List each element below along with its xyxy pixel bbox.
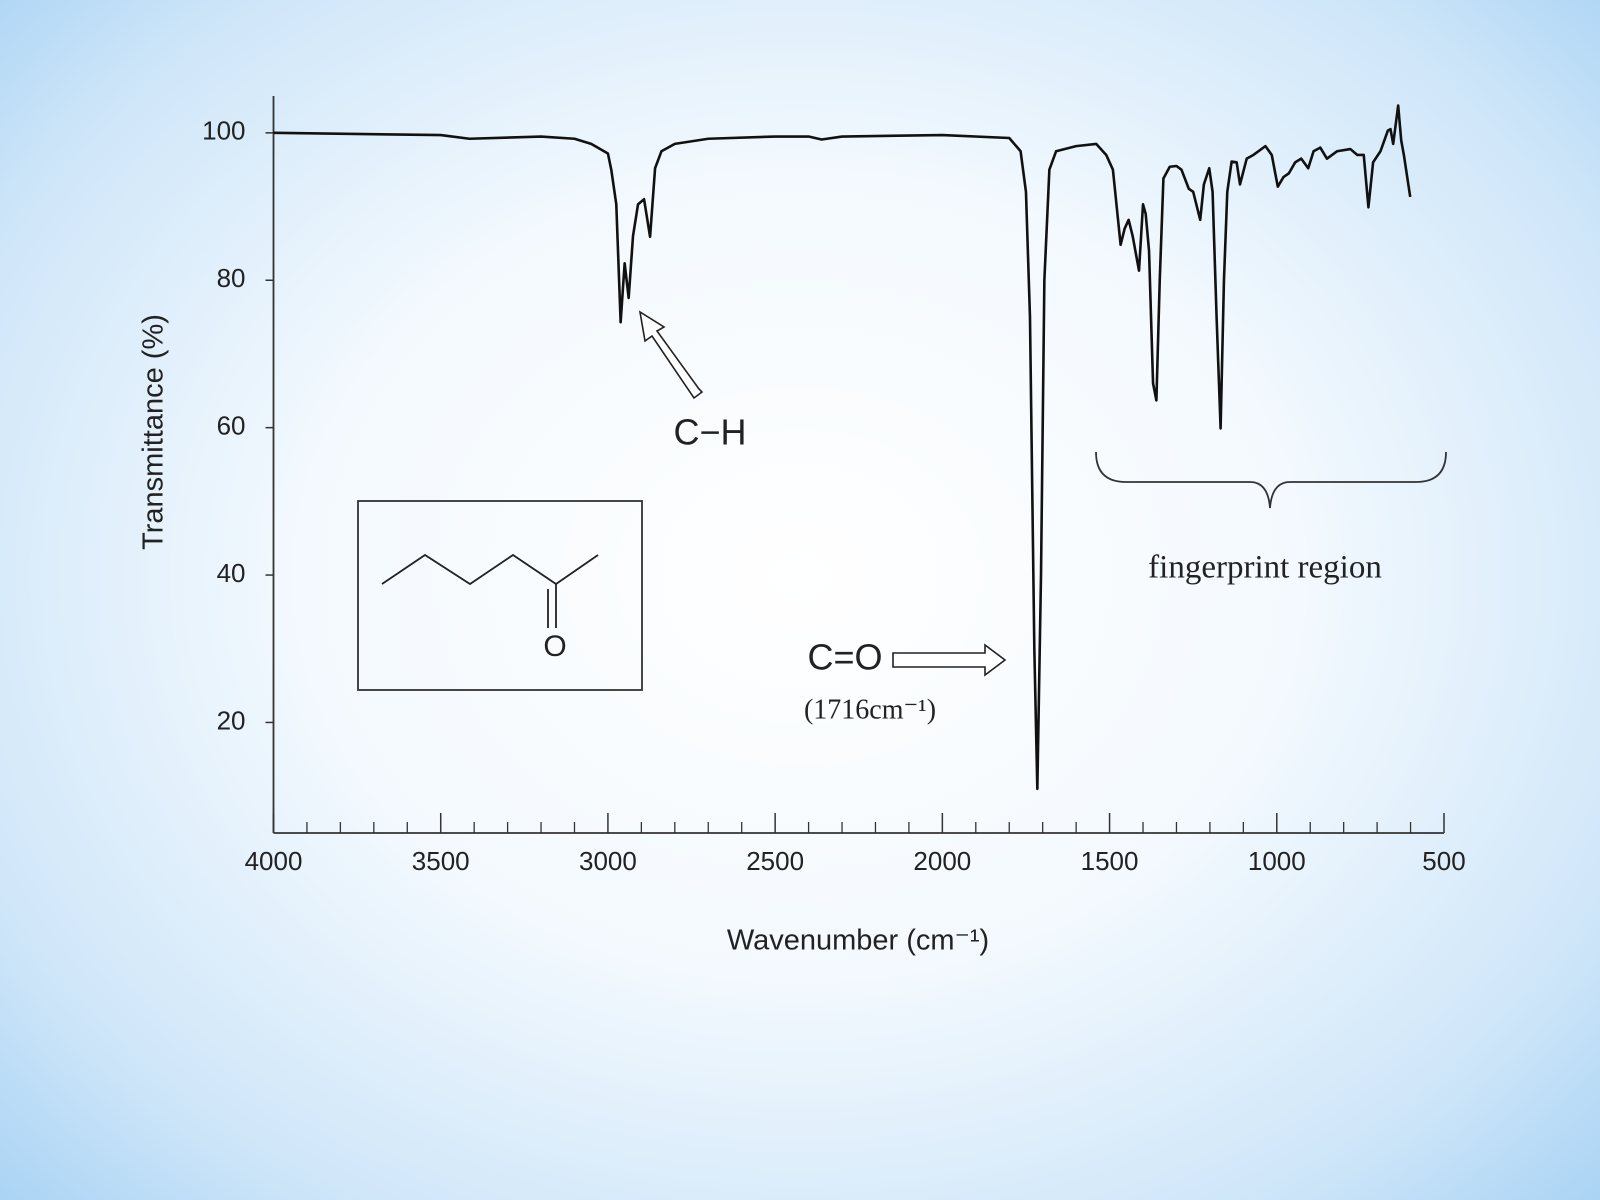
annotation: C=O: [807, 637, 882, 678]
y-tick-label: 60: [217, 411, 246, 441]
x-tick-label: 3500: [412, 846, 470, 876]
ch-arrow: [638, 310, 704, 400]
x-tick-label: 2000: [913, 846, 971, 876]
y-tick-label: 80: [217, 263, 246, 293]
x-tick-label: 1000: [1248, 846, 1306, 876]
co-arrow: [892, 643, 1007, 677]
x-tick-label: 1500: [1081, 846, 1139, 876]
x-tick-label: 3000: [579, 846, 637, 876]
structure-box: [357, 500, 643, 691]
y-tick-label: 100: [202, 116, 245, 146]
y-tick-label: 40: [217, 558, 246, 588]
annotation: fingerprint region: [1148, 550, 1382, 586]
x-axis-label: Wavenumber (cm⁻¹): [727, 925, 989, 957]
annotation: (1716cm⁻¹): [804, 694, 936, 725]
y-axis-label: Transmittance (%): [138, 314, 170, 550]
x-tick-label: 2500: [746, 846, 804, 876]
x-tick-label: 4000: [245, 846, 303, 876]
fingerprint-brace: [1095, 451, 1447, 509]
spectrum-line: [273, 104, 1412, 791]
annotation: C−H: [673, 412, 746, 453]
structure-skeleton: [381, 553, 599, 586]
annotation: O: [543, 630, 566, 663]
x-tick-label: 500: [1422, 846, 1465, 876]
y-tick-label: 20: [217, 705, 246, 735]
